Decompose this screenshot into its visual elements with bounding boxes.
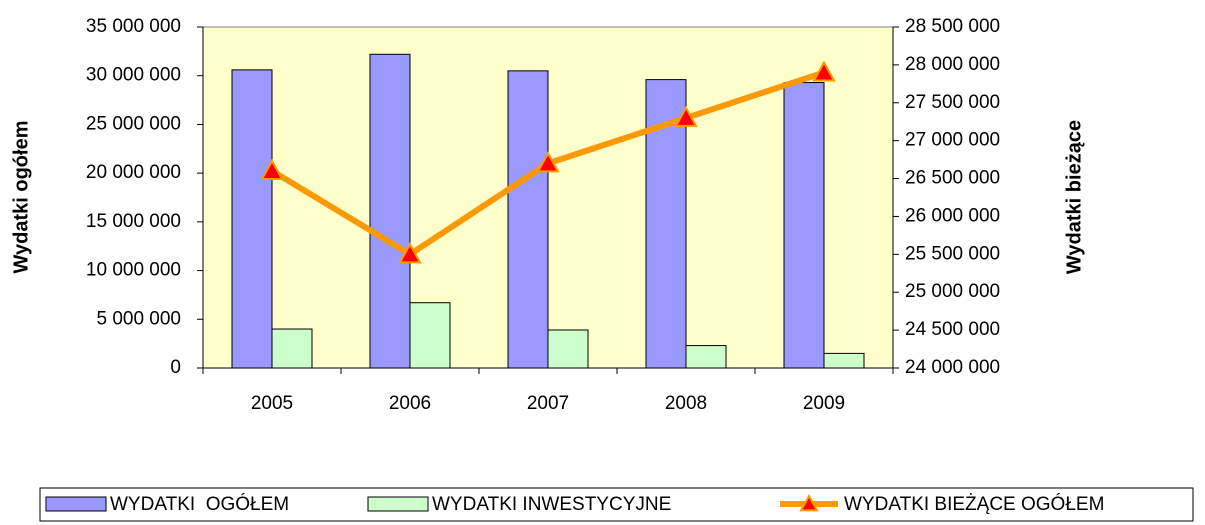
bar [685, 345, 727, 369]
legend-marker [799, 493, 819, 512]
legend-swatch [45, 496, 107, 512]
y2-tick-label: 28 500 000 [905, 16, 1000, 37]
bar [547, 329, 589, 369]
marker [260, 158, 284, 180]
x-tick-label: 2005 [251, 393, 293, 414]
y-tick-label: 10 000 000 [86, 260, 181, 281]
y2-tick-label: 26 000 000 [905, 205, 1000, 226]
legend-label: WYDATKI INWESTYCYJNE [432, 494, 671, 515]
y-tick-label: 35 000 000 [86, 16, 181, 37]
bar [271, 328, 313, 369]
y2-tick-label: 25 000 000 [905, 281, 1000, 302]
bar [823, 352, 865, 369]
y-tick-label: 25 000 000 [86, 113, 181, 134]
bar [409, 302, 451, 369]
y-tick-label: 30 000 000 [86, 65, 181, 86]
y2-tick-label: 26 500 000 [905, 168, 1000, 189]
y-tick-label: 15 000 000 [86, 211, 181, 232]
y2-tick-label: 24 000 000 [905, 357, 1000, 378]
y2-tick-label: 27 000 000 [905, 130, 1000, 151]
y-axis-title: Wydatki ogółem [10, 121, 32, 274]
marker [674, 105, 698, 127]
legend-box [39, 487, 1194, 522]
legend-swatch [367, 496, 429, 512]
y2-tick-label: 28 000 000 [905, 54, 1000, 75]
legend-label: WYDATKI OGÓŁEM [110, 493, 289, 515]
y2-axis-title: Wydatki bieżące [1063, 120, 1085, 274]
legend-label: WYDATKI BIEŻĄCE OGÓŁEM [844, 493, 1104, 515]
x-tick-label: 2009 [803, 393, 845, 414]
y2-tick-label: 24 500 000 [905, 319, 1000, 340]
marker [398, 242, 422, 264]
x-tick-label: 2007 [527, 393, 569, 414]
bar [231, 69, 273, 369]
y-tick-label: 5 000 000 [96, 308, 181, 329]
bar [369, 53, 411, 369]
y-tick-label: 0 [170, 357, 181, 378]
marker [536, 151, 560, 173]
marker [812, 60, 836, 82]
y-tick-label: 20 000 000 [86, 162, 181, 183]
y2-tick-label: 25 500 000 [905, 243, 1000, 264]
y2-tick-label: 27 500 000 [905, 92, 1000, 113]
x-tick-label: 2008 [665, 393, 707, 414]
bar [507, 70, 549, 369]
x-tick-label: 2006 [389, 393, 431, 414]
bar [783, 82, 825, 369]
